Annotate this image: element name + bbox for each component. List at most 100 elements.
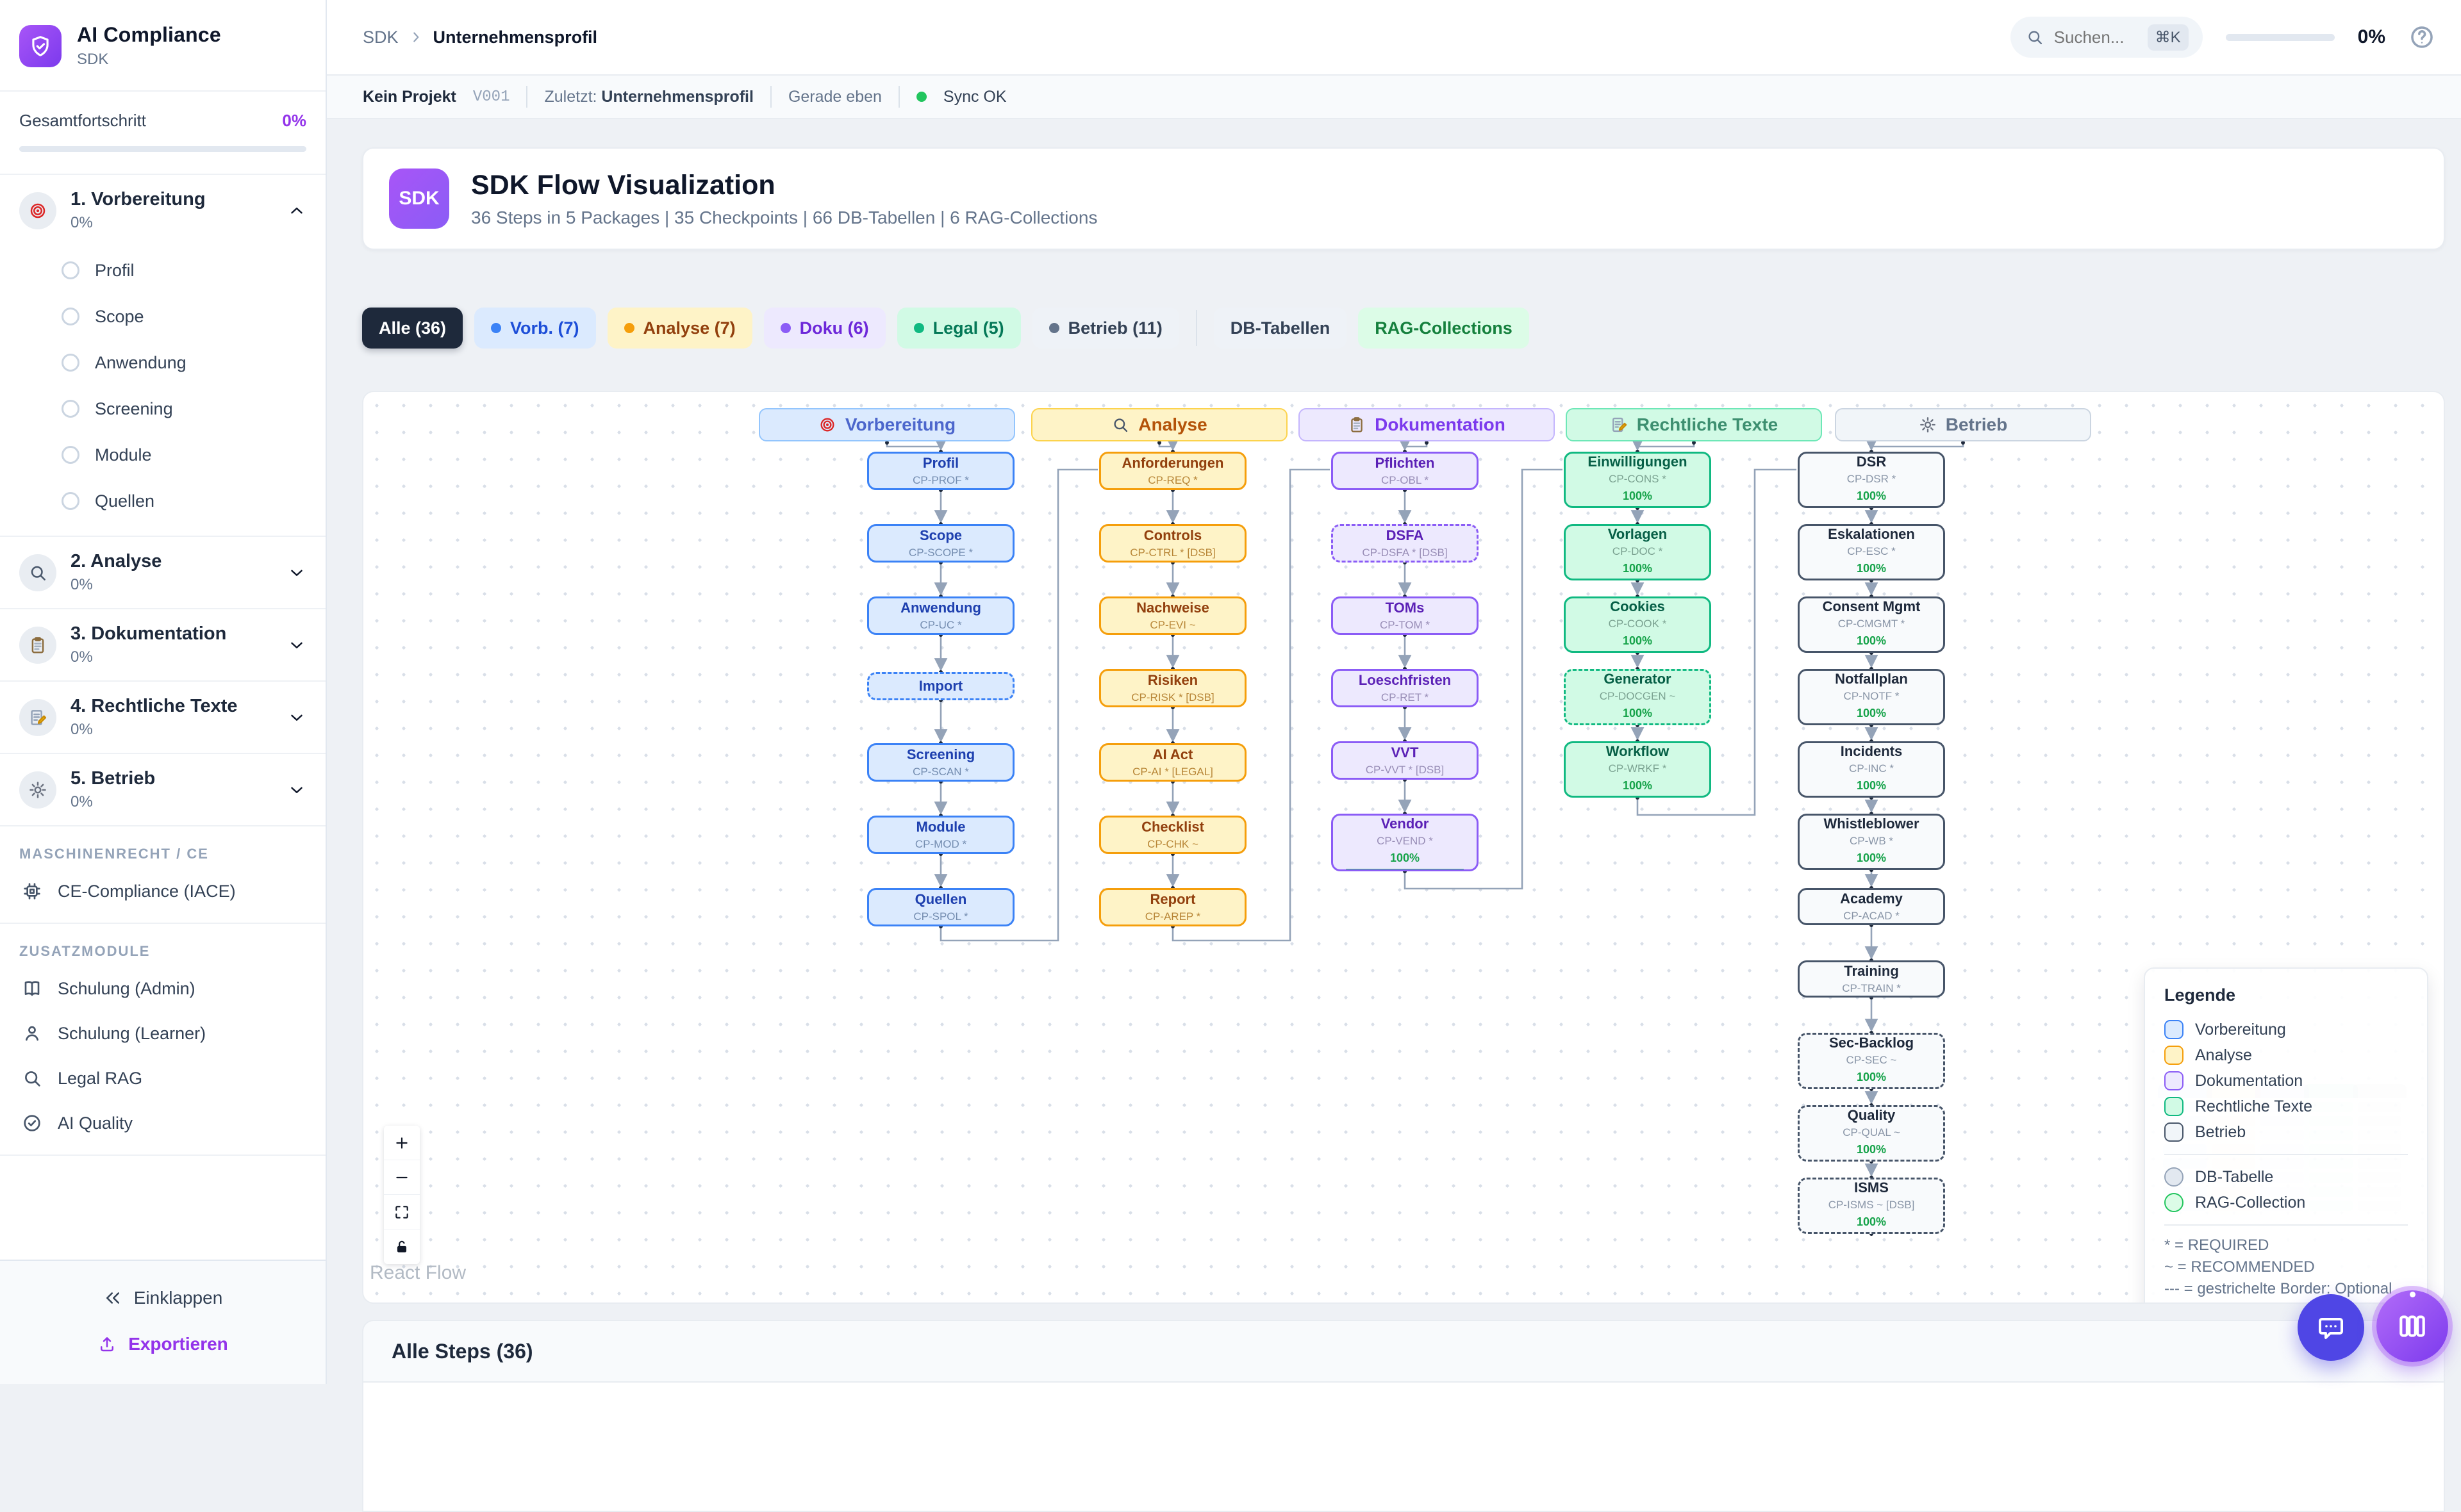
sidebar-item-ai-quality[interactable]: AI Quality bbox=[0, 1101, 326, 1146]
node-code: CP-VVT * [DSB] bbox=[1366, 764, 1445, 777]
filter-chip-analyse-7-[interactable]: Analyse (7) bbox=[608, 308, 752, 349]
filter-chip-doku-6-[interactable]: Doku (6) bbox=[764, 308, 886, 349]
page-subtitle: 36 Steps in 5 Packages | 35 Checkpoints … bbox=[471, 208, 1097, 228]
clipboard-icon bbox=[1348, 416, 1366, 434]
sidebar-item-screening[interactable]: Screening bbox=[0, 386, 326, 432]
divider bbox=[526, 86, 527, 108]
chip-label: Alle (36) bbox=[379, 318, 446, 338]
package-header-rechtliche-texte[interactable]: Rechtliche Texte bbox=[1566, 408, 1822, 441]
legend-title: Legende bbox=[2164, 985, 2408, 1005]
node-title: Consent Mgmt bbox=[1823, 598, 1921, 615]
sidebar-item-schulung-learner-[interactable]: Schulung (Learner) bbox=[0, 1011, 326, 1056]
filter-chip-rag-collections[interactable]: RAG-Collections bbox=[1358, 308, 1529, 349]
filter-chip-alle-36-[interactable]: Alle (36) bbox=[362, 308, 463, 349]
filter-chip-betrieb-11-[interactable]: Betrieb (11) bbox=[1032, 308, 1179, 349]
toggle-interactivity-button[interactable] bbox=[384, 1229, 420, 1264]
sidebar-item-label: Quellen bbox=[95, 491, 154, 511]
sidebar-item-legal-rag[interactable]: Legal RAG bbox=[0, 1056, 326, 1101]
zoom-in-button[interactable] bbox=[384, 1126, 420, 1160]
filter-chip-vorb-7-[interactable]: Vorb. (7) bbox=[474, 308, 596, 349]
overall-progress: Gesamtfortschritt 0% bbox=[0, 92, 326, 175]
export-button[interactable]: Exportieren bbox=[97, 1334, 228, 1354]
sidebar-item-module[interactable]: Module bbox=[0, 432, 326, 478]
package-header-vorbereitung[interactable]: Vorbereitung bbox=[759, 408, 1015, 441]
sidebar-item-schulung-admin-[interactable]: Schulung (Admin) bbox=[0, 966, 326, 1011]
sidebar-item-profil[interactable]: Profil bbox=[0, 247, 326, 293]
sidebar-item-scope[interactable]: Scope bbox=[0, 293, 326, 340]
node-title: Screening bbox=[907, 746, 975, 763]
package-header-betrieb[interactable]: Betrieb bbox=[1835, 408, 2091, 441]
collapse-sidebar-button[interactable]: Einklappen bbox=[103, 1288, 223, 1308]
app-logo bbox=[19, 25, 62, 67]
export-label: Exportieren bbox=[128, 1334, 228, 1354]
legend-label: Dokumentation bbox=[2195, 1072, 2303, 1090]
zoom-out-button[interactable] bbox=[384, 1160, 420, 1195]
flow-node-import[interactable]: Import bbox=[867, 672, 1015, 700]
package-header-dokumentation[interactable]: Dokumentation bbox=[1298, 408, 1555, 441]
fit-icon bbox=[394, 1204, 410, 1220]
breadcrumb-root[interactable]: SDK bbox=[363, 28, 399, 47]
chat-fab[interactable] bbox=[2298, 1294, 2364, 1361]
node-title: ISMS bbox=[1854, 1179, 1889, 1196]
sidebar-item-quellen[interactable]: Quellen bbox=[0, 478, 326, 524]
fit-view-button[interactable] bbox=[384, 1195, 420, 1229]
search-field[interactable] bbox=[2054, 28, 2137, 47]
upload-icon bbox=[97, 1335, 117, 1354]
node-title: Checklist bbox=[1141, 819, 1204, 835]
legend-label: DB-Tabelle bbox=[2195, 1168, 2273, 1187]
help-icon[interactable] bbox=[2408, 24, 2435, 51]
package-label: Analyse bbox=[1138, 415, 1207, 435]
sidebar-item-anwendung[interactable]: Anwendung bbox=[0, 340, 326, 386]
search-input[interactable]: ⌘K bbox=[2010, 17, 2203, 58]
filter-chip-legal-5-[interactable]: Legal (5) bbox=[897, 308, 1021, 349]
flow-canvas[interactable]: Legende Vorbereitung Analyse Dokumentation… bbox=[362, 391, 2445, 1304]
phase-name: 2. Analyse bbox=[70, 551, 273, 572]
columns-fab[interactable] bbox=[2376, 1290, 2448, 1362]
filter-chip-db-tabellen[interactable]: DB-Tabellen bbox=[1214, 308, 1347, 349]
sidebar-item-ce-compliance-iace-[interactable]: CE-Compliance (IACE) bbox=[0, 869, 326, 914]
package-header-analyse[interactable]: Analyse bbox=[1031, 408, 1288, 441]
sdk-badge: SDK bbox=[389, 168, 449, 229]
